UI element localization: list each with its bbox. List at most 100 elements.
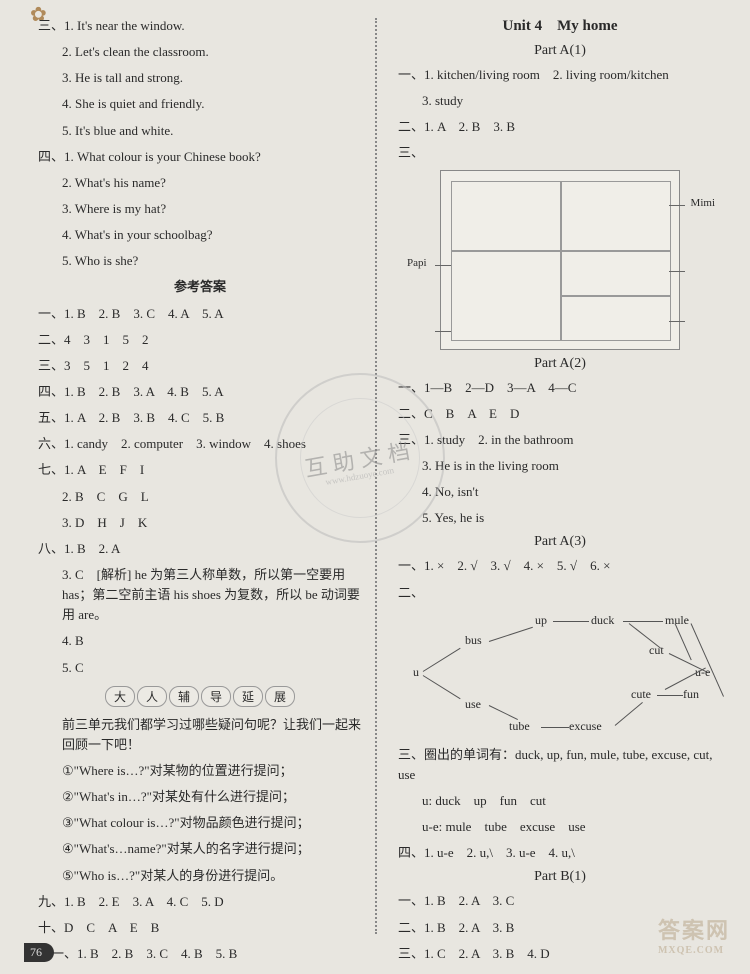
guide-pill: 延: [233, 686, 263, 707]
list-item: 5. It's blue and white.: [38, 121, 362, 141]
fp-pointer-line: [435, 331, 451, 332]
guide-pill: 导: [201, 686, 231, 707]
item-text: 1. A E F I: [64, 462, 144, 477]
graph-node-u: u: [413, 665, 419, 680]
label-text: 三、: [398, 747, 424, 762]
answer-row: u-e: mule tube excuse use: [398, 817, 722, 837]
list-item: 4. What's in your schoolbag?: [38, 225, 362, 245]
answer-row: 4. No, isn't: [398, 482, 722, 502]
graph-edge: [615, 702, 643, 726]
graph-edge: [691, 623, 724, 696]
answer-row: 一、1. × 2. √ 3. √ 4. × 5. √ 6. ×: [398, 556, 722, 576]
graph-edge: [553, 621, 589, 622]
part-a2-title: Part A(2): [398, 356, 722, 372]
answer-row: 3. study: [398, 91, 722, 111]
guide-intro: 前三单元我们都学习过哪些疑问句呢？让我们一起来回顾一下吧！: [38, 715, 362, 755]
item-text: 圈出的单词有：duck, up, fun, mule, tube, excuse…: [398, 747, 713, 782]
answers-title: 参考答案: [38, 277, 362, 297]
answer-row: 二、: [398, 583, 722, 603]
graph-edge: [423, 675, 461, 699]
answer-row: 一、1—B 2—D 3—A 4—C: [398, 378, 722, 398]
word-graph: u bus up duck mule cut use cute fun tube…: [405, 609, 715, 739]
fp-room: [451, 181, 561, 251]
label-text: 四、: [38, 149, 64, 164]
page-container: 三、1. It's near the window. 2. Let's clea…: [0, 0, 750, 974]
graph-node: tube: [509, 719, 530, 734]
answer-row: 3. D H J K: [38, 513, 362, 533]
answer-row: 一、1. kitchen/living room 2. living room/…: [398, 65, 722, 85]
graph-edge: [657, 695, 683, 696]
graph-node: up: [535, 613, 547, 628]
guide-item: ②"What's in…?"对某处有什么进行提问；: [38, 787, 362, 807]
item-text: 1. It's near the window.: [64, 18, 185, 33]
graph-node: duck: [591, 613, 614, 628]
item-text: 1. study 2. in the bathroom: [424, 432, 574, 447]
graph-edge: [541, 727, 569, 728]
answer-row: 二、4 3 1 5 2: [38, 330, 362, 350]
label-text: 三、: [398, 432, 424, 447]
answer-row: 六、1. candy 2. computer 3. window 4. shoe…: [38, 434, 362, 454]
fp-room: [451, 251, 561, 341]
part-a3-title: Part A(3): [398, 534, 722, 550]
fp-pointer-line: [435, 265, 451, 266]
label-text: 三、: [38, 18, 64, 33]
footer-watermark: 答案网 MXQE.COM: [658, 913, 730, 956]
answer-row: 5. C: [38, 658, 362, 678]
guide-item: ③"What colour is…?"对物品颜色进行提问；: [38, 813, 362, 833]
guide-pill: 大: [105, 686, 135, 707]
answer-8-label: 八、1. B 2. A: [38, 539, 362, 559]
guide-pill-row: 大人辅导延展: [38, 686, 362, 707]
list-item: 4. She is quiet and friendly.: [38, 94, 362, 114]
right-column: Unit 4 My home Part A(1) 一、1. kitchen/li…: [380, 10, 732, 964]
left-column: 三、1. It's near the window. 2. Let's clea…: [28, 10, 380, 964]
graph-edge: [629, 623, 661, 648]
graph-node: use: [465, 697, 481, 712]
guide-pill: 人: [137, 686, 167, 707]
part-b1-title: Part B(1): [398, 869, 722, 885]
graph-edge: [623, 621, 663, 622]
fp-pointer-line: [669, 321, 685, 322]
graph-node: mule: [665, 613, 689, 628]
graph-edge: [489, 626, 533, 641]
fp-room: [561, 181, 671, 251]
guide-item: ④"What's…name?"对某人的名字进行提问；: [38, 839, 362, 859]
answer-3-label: 三、圈出的单词有：duck, up, fun, mule, tube, excu…: [398, 745, 722, 785]
answer-row: 十一、1. B 2. B 3. C 4. B 5. B: [38, 944, 362, 964]
guide-pill: 辅: [169, 686, 199, 707]
page-number: 76: [24, 943, 54, 962]
guide-item: ⑤"Who is…?"对某人的身份进行提问。: [38, 866, 362, 886]
answer-row: 5. Yes, he is: [398, 508, 722, 528]
list-item: 3. He is tall and strong.: [38, 68, 362, 88]
section-4-label: 四、1. What colour is your Chinese book?: [38, 147, 362, 167]
answer-row: 一、1. B 2. B 3. C 4. A 5. A: [38, 304, 362, 324]
fp-label-papi: Papi: [407, 257, 427, 269]
fp-room: [561, 251, 671, 296]
answer-row: 十、D C A E B: [38, 918, 362, 938]
list-item: 2. Let's clean the classroom.: [38, 42, 362, 62]
section-3-label: 三、1. It's near the window.: [38, 16, 362, 36]
answer-7-label: 七、1. A E F I: [38, 460, 362, 480]
answer-row: 一、1. B 2. A 3. C: [398, 891, 722, 911]
answer-row: 三、3 5 1 2 4: [38, 356, 362, 376]
graph-node: cute: [631, 687, 651, 702]
answer-row: 四、1. u-e 2. u,\ 3. u-e 4. u,\: [398, 843, 722, 863]
floorplan-diagram: Papi Mimi: [440, 170, 680, 350]
answer-row: 2. B C G L: [38, 487, 362, 507]
unit-title: Unit 4 My home: [398, 14, 722, 35]
fp-room: [561, 296, 671, 341]
fp-pointer-line: [669, 271, 685, 272]
item-text: 1. What colour is your Chinese book?: [64, 149, 261, 164]
label-text: 八、: [38, 541, 64, 556]
graph-edge: [423, 647, 461, 671]
list-item: 2. What's his name?: [38, 173, 362, 193]
answer-row: 4. B: [38, 631, 362, 651]
column-divider: [375, 18, 377, 934]
label-text: 七、: [38, 462, 64, 477]
footer-wm-sub: MXQE.COM: [658, 945, 730, 956]
fp-label-mimi: Mimi: [691, 197, 715, 209]
answer-row: u: duck up fun cut: [398, 791, 722, 811]
footer-wm-text: 答案网: [658, 918, 730, 943]
guide-item: ①"Where is…?"对某物的位置进行提问；: [38, 761, 362, 781]
answer-3-label: 三、1. study 2. in the bathroom: [398, 430, 722, 450]
list-item: 3. Where is my hat?: [38, 199, 362, 219]
